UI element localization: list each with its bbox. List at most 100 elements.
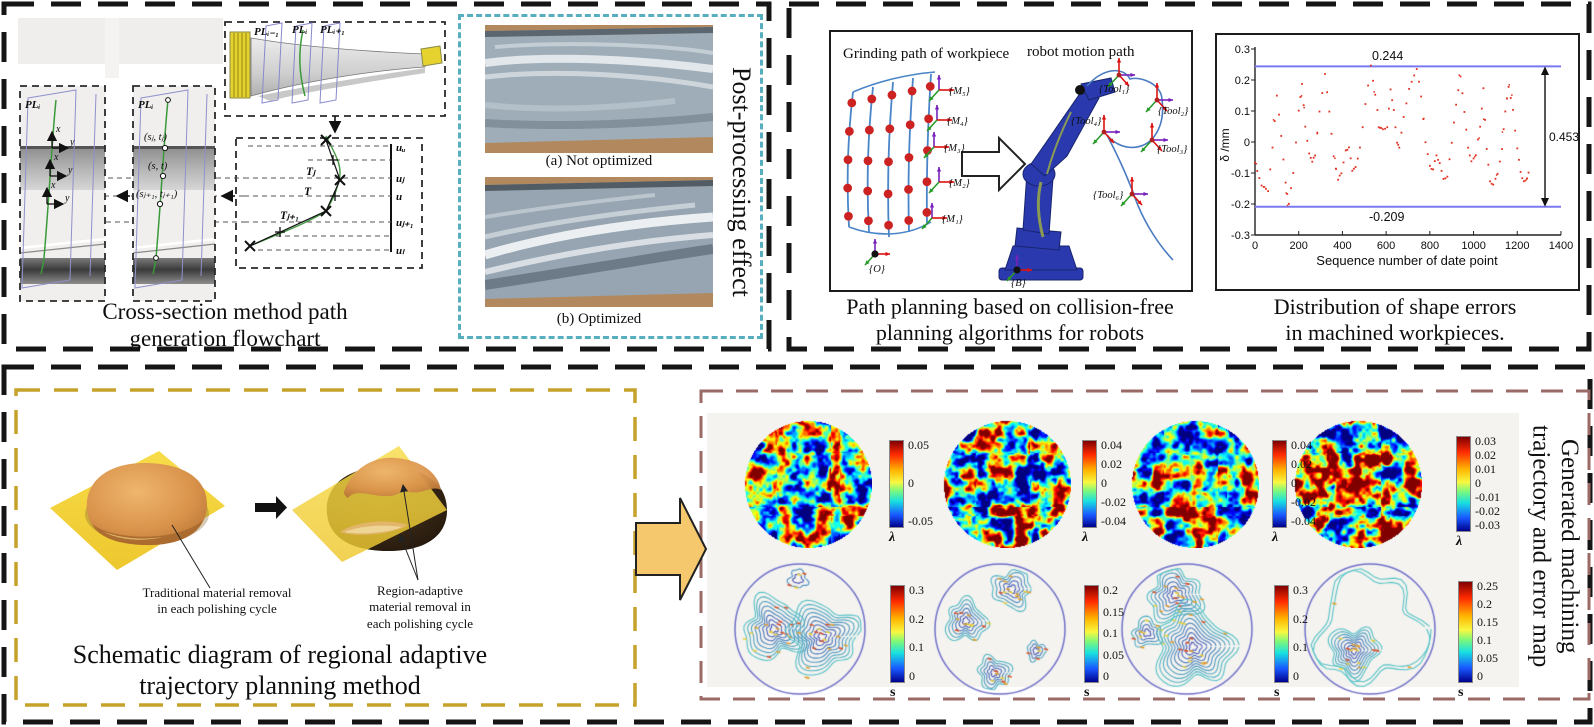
svg-text:-0.1: -0.1 <box>1231 168 1250 180</box>
colorbar-tick: 0 <box>1293 668 1299 683</box>
frame-tool2-label: {Tool₂} <box>1158 106 1189 117</box>
path-planning-panel: Grinding path of workpiece robot motion … <box>829 30 1193 292</box>
colorbar-tick: 0 <box>1291 476 1297 490</box>
pl-next-label: PLᵢ₊₁ <box>320 24 345 36</box>
colorbar-tick: 0.2 <box>1293 611 1308 626</box>
y-axis-label: y <box>69 137 75 148</box>
point-sj1-label: (sⱼ₊₁, tⱼ₊₁) <box>136 189 178 200</box>
colorbar-tick: -0.02 <box>1291 495 1316 509</box>
grinding-path-title: Grinding path of workpiece <box>843 46 1010 62</box>
heatmap-colorbar-1: 0.05 0 -0.05 λ <box>889 438 933 546</box>
s-label: s <box>1274 685 1280 700</box>
svg-text:400: 400 <box>1333 240 1351 252</box>
y-tick-labels: 0.3 0.2 0.1 0 -0.1 -0.2 -0.3 <box>1231 44 1250 242</box>
colorbar-tick: 0.2 <box>1477 597 1492 611</box>
frame-o-label: {O} <box>869 264 886 275</box>
parameter-curve-subfigure: uᵤ uⱼ u uⱼ₊₁ uₗ Tⱼ T Tⱼ₊₁ <box>235 134 423 269</box>
region-label-line2: material removal in <box>369 599 471 615</box>
tangent-j-label: Tⱼ <box>306 166 316 178</box>
flowchart-caption: Cross-section method path generation flo… <box>30 298 420 352</box>
transform-arrow <box>961 135 1027 193</box>
s-label: s <box>890 685 896 700</box>
path-planning-caption-line1: Path planning based on collision-free <box>846 294 1174 319</box>
pl-prev-label: PLᵢ₋₁ <box>254 26 279 38</box>
svg-text:0.1: 0.1 <box>1235 106 1250 118</box>
svg-text:200: 200 <box>1290 240 1308 252</box>
tangent-j1-label: Tⱼ₊₁ <box>280 210 299 222</box>
colorbar-tick: 0.3 <box>1293 583 1308 597</box>
flowchart-caption-line1: Cross-section method path <box>102 299 348 324</box>
colorbar-tick: 0.02 <box>1475 448 1496 462</box>
u-lower-label: uₗ <box>396 245 405 257</box>
colorbar-tick: -0.05 <box>908 514 933 528</box>
error-heatmap-1 <box>744 420 872 548</box>
svg-text:600: 600 <box>1377 240 1395 252</box>
x-axis-label: x <box>55 124 61 135</box>
top-right-group-border <box>786 1 1592 352</box>
result-arrow <box>635 497 708 601</box>
svg-text:1000: 1000 <box>1461 240 1485 252</box>
top-left-group-border <box>1 1 772 352</box>
colorbar-tick: -0.04 <box>1291 514 1316 528</box>
colorbar-tick: 0.02 <box>1101 457 1122 471</box>
photo-a-caption: (a) Not optimized <box>545 153 653 169</box>
svg-text:0: 0 <box>1252 240 1258 252</box>
pl-section-a-label: PLᵢ <box>25 99 40 111</box>
upper-limit-label: 0.244 <box>1372 49 1403 63</box>
process-arrow <box>255 496 287 519</box>
colorbar-tick: 0 <box>909 668 915 683</box>
svg-text:1200: 1200 <box>1505 240 1529 252</box>
heatmap-colorbar-2: 0.04 0.02 0 -0.02 -0.04 λ <box>1082 438 1126 546</box>
frame-m1-label: {M₁} <box>942 214 964 225</box>
traditional-removal-figure <box>50 451 225 589</box>
colorbar-tick: 0 <box>908 476 914 490</box>
error-heatmap-2 <box>943 420 1071 548</box>
svg-text:0: 0 <box>1244 137 1250 149</box>
blade-subfigure: PLᵢ₋₁ PLᵢ PLᵢ₊₁ <box>224 21 446 117</box>
trajectory-contour-4 <box>1302 561 1438 697</box>
u-label: u <box>396 191 402 203</box>
flowchart-caption-line2: generation flowchart <box>129 326 321 352</box>
traditional-label-line2: in each polishing cycle <box>157 601 277 617</box>
svg-text:1400: 1400 <box>1549 240 1573 252</box>
region-label-line3: each polishing cycle <box>366 615 474 631</box>
colorbar-tick: 0.04 <box>1101 438 1122 452</box>
colorbar-tick: 0.05 <box>1477 651 1498 665</box>
robot-motion-path <box>1086 69 1174 261</box>
colorbar-tick: 0.05 <box>1103 647 1124 662</box>
colorbar-tick: -0.02 <box>1101 495 1126 509</box>
schematic-caption-line2: trajectory planning method <box>139 670 421 700</box>
x-tick-labels: 0 200 400 600 800 1000 1200 1400 <box>1252 240 1573 252</box>
colorbar-tick: 0.05 <box>908 438 929 452</box>
frame-m4-label: {M₄} <box>947 116 969 127</box>
region-adaptive-figure <box>292 446 448 581</box>
colorbar-tick: 0.15 <box>1477 615 1498 629</box>
s-label: s <box>1084 685 1090 700</box>
pl-i-label: PLᵢ <box>292 24 307 36</box>
contour-colorbar-3: 0.3 0.2 0.1 0 s <box>1274 583 1308 701</box>
lower-limit-label: -0.209 <box>1369 210 1404 224</box>
error-map-title: Generated machining trajectory and error… <box>1526 405 1583 687</box>
region-adaptive-label: Region-adaptive material removal in each… <box>335 583 505 632</box>
s-label: s <box>1458 685 1464 700</box>
colorbar-tick: 0.01 <box>1475 462 1496 476</box>
colorbar-tick: 0 <box>1475 476 1481 490</box>
path-planning-caption: Path planning based on collision-free pl… <box>795 294 1225 346</box>
frame-m3-label: {M₃} <box>944 143 966 154</box>
u-j-label: uⱼ <box>396 173 405 185</box>
contour-colorbar-4: 0.25 0.2 0.15 0.1 0.05 0 s <box>1458 579 1498 701</box>
heatmap-colorbar-4: 0.03 0.02 0.01 0 -0.01 -0.02 -0.03 λ <box>1456 435 1500 550</box>
lambda-label: λ <box>1272 530 1279 545</box>
svg-text:-0.2: -0.2 <box>1231 199 1250 211</box>
colorbar-tick: -0.04 <box>1101 514 1126 528</box>
schematic-caption: Schematic diagram of regional adaptive t… <box>30 640 530 701</box>
shape-error-caption: Distribution of shape errors in machined… <box>1205 294 1585 346</box>
traditional-removal-label: Traditional material removal in each pol… <box>107 585 327 618</box>
x-axis-label: x <box>50 180 56 191</box>
colorbar-tick: 0.25 <box>1477 579 1498 593</box>
coordinate-frames <box>864 58 1173 282</box>
path-planning-caption-line2: planning algorithms for robots <box>875 319 1145 345</box>
x-axis-title: Sequence number of date point <box>1316 253 1498 268</box>
error-map-title-line2: trajectory and error map <box>1527 424 1555 668</box>
pl-section-b-label: PLᵢ <box>138 99 153 111</box>
